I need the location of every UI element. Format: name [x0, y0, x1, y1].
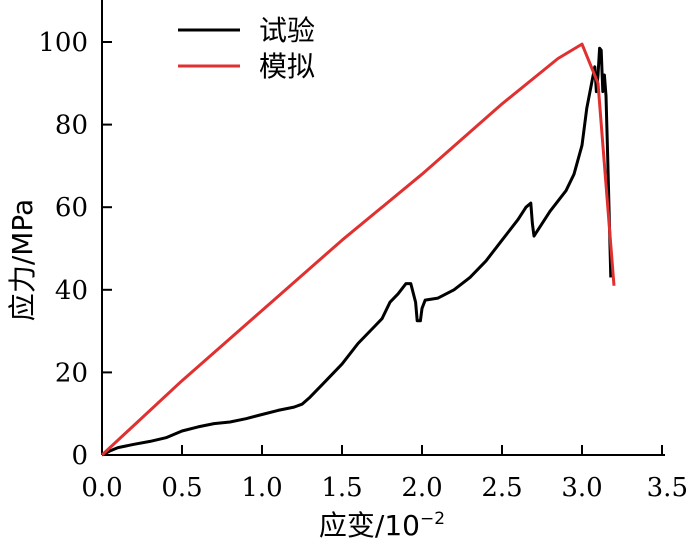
x-tick-label: 3.0 [561, 473, 602, 503]
series-lines [100, 42, 616, 457]
x-tick-label: 2.0 [401, 473, 442, 503]
legend-label-sim: 模拟 [259, 50, 315, 83]
y-axis-title: 应力/MPa [6, 199, 39, 321]
x-tick-label: 0.0 [81, 473, 122, 503]
y-tick-label: 0 [71, 441, 88, 471]
legend-label-test: 试验 [259, 14, 315, 47]
y-tick-label: 40 [55, 276, 88, 306]
y-tick-label: 80 [55, 111, 88, 141]
x-tick-label: 3.5 [647, 473, 688, 503]
plot-area: 0 20 40 60 80 100 0.0 0.5 1.0 1.5 2.0 2.5 3.0 3.5 [38, 0, 688, 503]
y-tick-label: 60 [55, 193, 88, 223]
y-ticks: 0 20 40 60 80 100 [38, 28, 112, 471]
x-tick-label: 2.5 [481, 473, 522, 503]
series-line-0 [101, 46, 613, 457]
series-line-1 [100, 42, 616, 457]
x-tick-label: 1.5 [321, 473, 362, 503]
y-tick-label: 20 [55, 358, 88, 388]
x-axis-title-exponent: −2 [420, 509, 445, 529]
y-tick-label: 100 [38, 28, 88, 58]
x-axis-title: 应变/10−2 [319, 509, 445, 542]
x-tick-label: 1.0 [241, 473, 282, 503]
x-ticks: 0.0 0.5 1.0 1.5 2.0 2.5 3.0 3.5 [81, 445, 688, 503]
x-tick-label: 0.5 [161, 473, 202, 503]
x-axis-title-main: 应变/10 [319, 509, 420, 542]
legend: 试验 模拟 [178, 14, 315, 83]
